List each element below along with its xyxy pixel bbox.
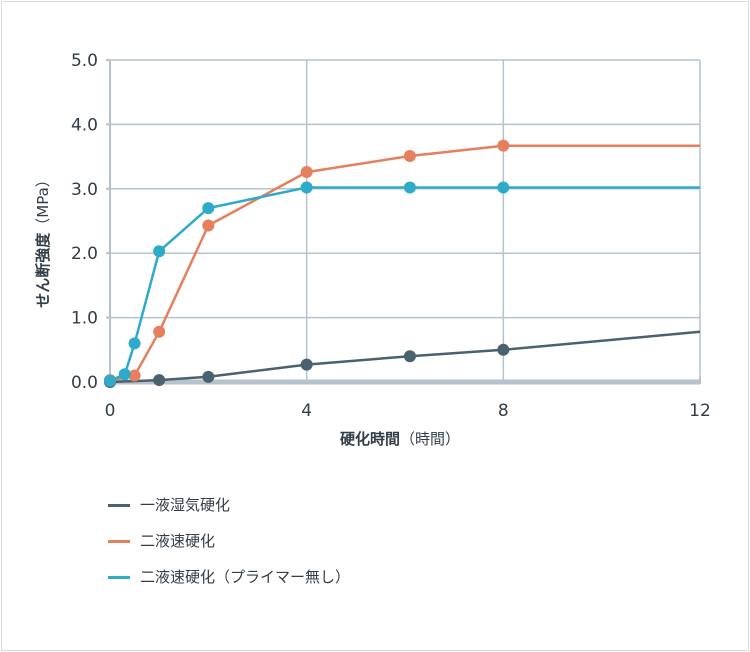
x-tick-label-1: 4 [301, 401, 312, 421]
series-0-point-1 [153, 374, 166, 387]
y-axis-label: せん断強度（MPa） [34, 172, 52, 308]
x-axis-label: 硬化時間（時間） [340, 430, 460, 448]
series-2-point-1 [118, 368, 131, 381]
x-tick-label-2: 8 [498, 401, 509, 421]
series-line-1 [109, 144, 700, 382]
y-tick-label-0: 0.0 [71, 373, 98, 393]
legend-label-moisture-cure: 一液湿気硬化 [140, 496, 231, 514]
series-2-point-5 [300, 181, 313, 194]
series-0-point-3 [300, 358, 313, 371]
legend-swatch-moisture-cure [108, 504, 130, 507]
series-1-point-5 [403, 149, 416, 162]
series-line-2 [109, 186, 700, 382]
x-axis-label-main: 硬化時間 [340, 430, 400, 448]
series-2-point-6 [403, 181, 416, 194]
grid [110, 59, 701, 382]
x-tick-label-0: 0 [105, 401, 116, 421]
series-2-point-7 [497, 181, 510, 194]
series-0-point-5 [497, 343, 510, 356]
series-0-point-2 [202, 370, 215, 383]
legend-swatch-two-part-fast [108, 540, 130, 543]
y-axis-label-main: せん断強度 [34, 232, 52, 308]
legend-label-two-part-fast: 二液速硬化 [140, 532, 216, 550]
series-1-point-1 [128, 369, 141, 382]
tick-labels: 0.0 1.0 2.0 3.0 4.0 5.0 0 4 8 12 [71, 51, 711, 421]
series-1-point-4 [300, 166, 313, 179]
series-lines [104, 139, 701, 388]
series-1-point-6 [497, 139, 510, 152]
y-tick-label-2: 2.0 [71, 244, 98, 264]
series-2-point-2 [128, 337, 141, 350]
x-axis-label-unit: （時間） [400, 430, 460, 448]
series-2-point-4 [202, 202, 215, 215]
series-1-point-3 [202, 219, 215, 232]
x-tick-label-3: 12 [689, 401, 711, 421]
series-0-point-4 [403, 350, 416, 363]
y-axis-label-unit: （MPa） [34, 172, 52, 233]
series-1-point-2 [153, 325, 166, 338]
axes [106, 59, 701, 385]
legend-swatch-two-part-fast-no-primer [108, 576, 130, 579]
y-tick-label-5: 5.0 [71, 51, 98, 71]
y-tick-label-3: 3.0 [71, 180, 98, 200]
y-tick-label-4: 4.0 [71, 115, 98, 135]
y-tick-label-1: 1.0 [71, 309, 98, 329]
series-2-point-3 [153, 245, 166, 258]
legend-label-two-part-fast-no-primer: 二液速硬化（プライマー無し） [140, 568, 351, 586]
series-2-point-0 [104, 374, 116, 387]
